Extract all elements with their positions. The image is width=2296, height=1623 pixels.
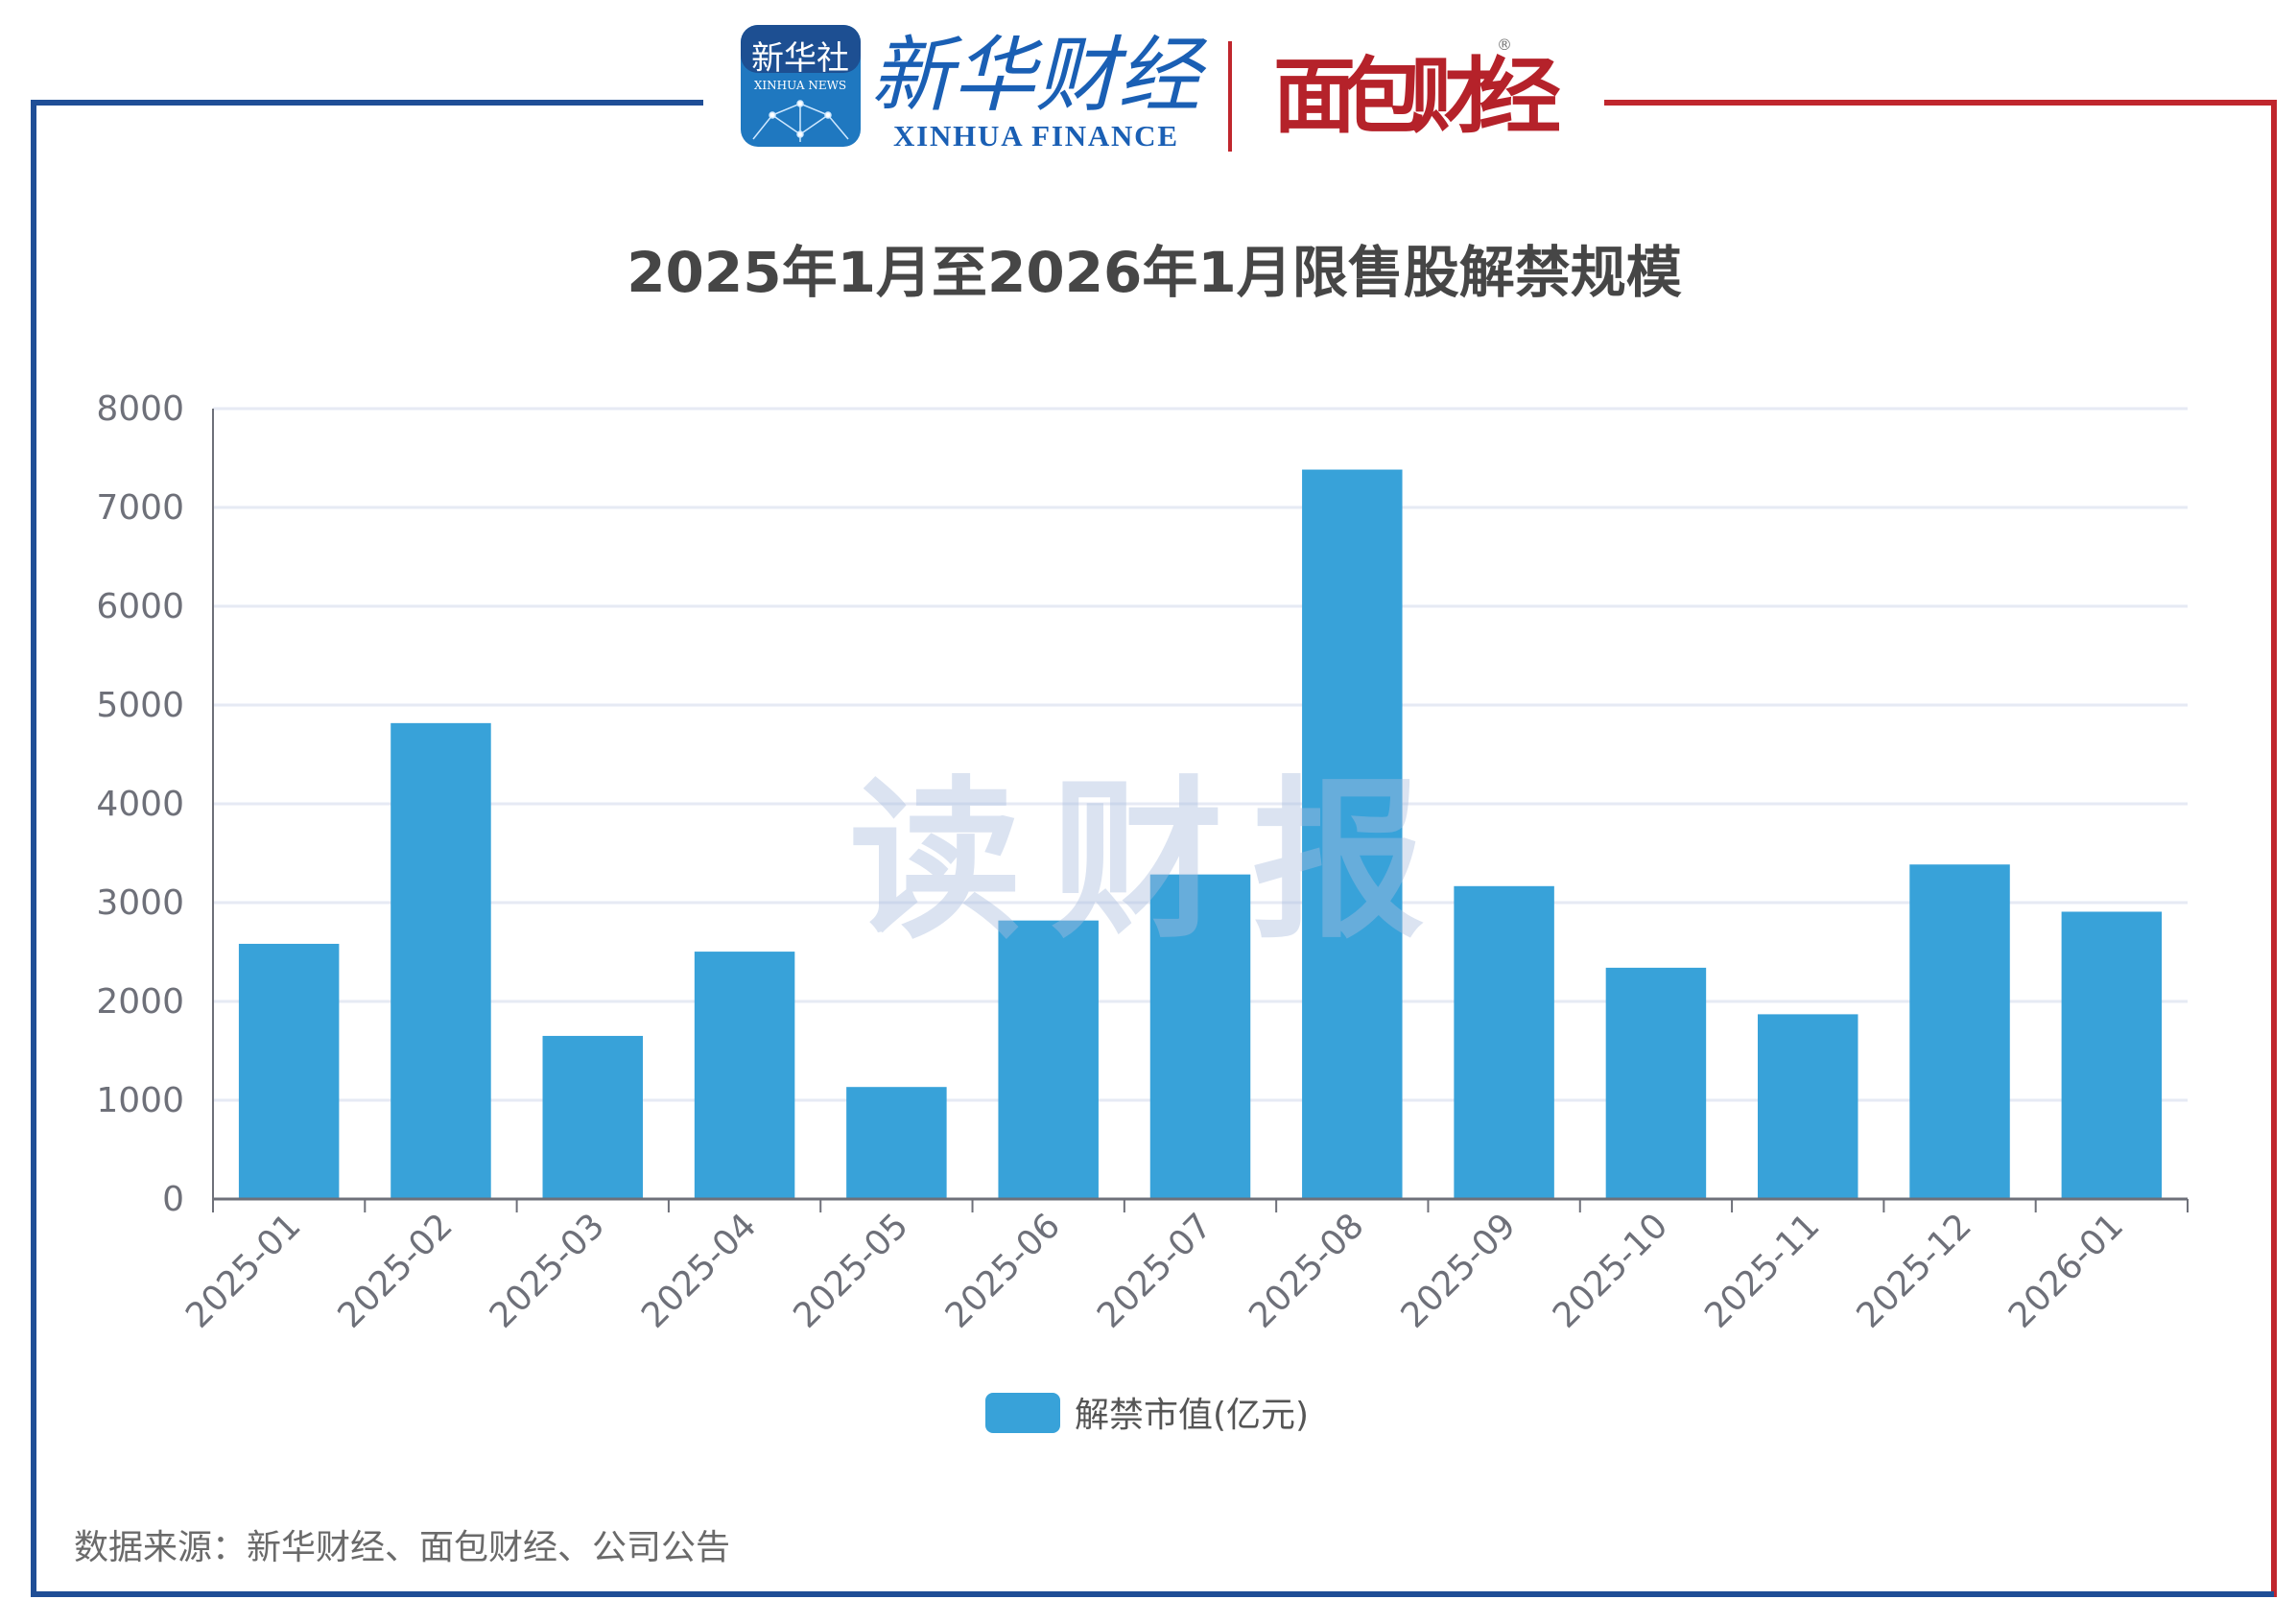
- x-tick-label: 2025-09: [1394, 1206, 1524, 1335]
- legend-label: 解禁市值(亿元): [1075, 1396, 1309, 1435]
- logo-text: 面包财经: [1273, 49, 1561, 145]
- x-tick-label: 2025-02: [330, 1206, 460, 1335]
- bar-2025-09: [1454, 885, 1554, 1199]
- bar-2026-01: [2061, 911, 2163, 1199]
- bar-2025-08: [1302, 469, 1403, 1199]
- mianbao-logo: 面包财经 ®: [1273, 35, 1561, 145]
- bar-2025-01: [238, 943, 340, 1199]
- axes: [212, 409, 2189, 1212]
- bar-2025-12: [1909, 864, 2010, 1199]
- y-tick-label: 3000: [96, 883, 184, 923]
- bar-2025-03: [542, 1035, 644, 1199]
- frame: [31, 100, 2277, 1597]
- bar-2025-06: [998, 920, 1099, 1199]
- logo-text: XINHUA FINANCE: [893, 119, 1177, 153]
- logo-text: XINHUA NEWS: [754, 79, 846, 92]
- y-tick-label: 6000: [96, 587, 184, 626]
- legend-swatch: [985, 1393, 1060, 1433]
- x-tick-label: 2025-11: [1697, 1206, 1827, 1335]
- x-tick-label: 2025-04: [634, 1206, 764, 1335]
- x-tick-label: 2025-06: [938, 1206, 1068, 1335]
- x-tick-label: 2025-07: [1090, 1206, 1219, 1335]
- y-tick-label: 5000: [96, 686, 184, 725]
- x-tick-label: 2025-03: [483, 1206, 612, 1335]
- x-tick-label: 2026-01: [2001, 1206, 2131, 1335]
- registered-mark: ®: [1497, 35, 1512, 54]
- bar-2025-10: [1605, 967, 1707, 1199]
- chart-title: 2025年1月至2026年1月限售股解禁规模: [627, 240, 1682, 305]
- y-axis-labels: 0 1000 2000 3000 4000 5000 6000 7000 8000: [96, 389, 184, 1219]
- x-tick-label: 2025-01: [178, 1206, 308, 1335]
- x-axis-labels: 2025-01 2025-02 2025-03 2025-04 2025-05 2025-…: [178, 1206, 2131, 1335]
- x-tick-label: 2025-10: [1546, 1206, 1675, 1335]
- x-tick-label: 2025-05: [786, 1206, 915, 1335]
- x-tick-label: 2025-12: [1850, 1206, 1979, 1335]
- bar-2025-11: [1757, 1014, 1858, 1199]
- x-tick-label: 2025-08: [1242, 1206, 1371, 1335]
- y-tick-label: 8000: [96, 389, 184, 429]
- bar-2025-02: [391, 722, 491, 1199]
- bars: [238, 469, 2163, 1199]
- y-tick-label: 1000: [96, 1081, 184, 1120]
- xinhua-finance-logo: 新华财经 XINHUA FINANCE: [870, 28, 1208, 153]
- xinhua-news-logo: 新华社 XINHUA NEWS: [741, 25, 861, 147]
- watermark: 读财报: [849, 762, 1454, 962]
- logo-text: 新华社: [751, 39, 849, 78]
- y-tick-label: 0: [162, 1180, 184, 1219]
- source-note: 数据来源：新华财经、面包财经、公司公告: [74, 1528, 730, 1567]
- y-tick-label: 2000: [96, 982, 184, 1022]
- y-tick-label: 4000: [96, 785, 184, 824]
- y-tick-label: 7000: [96, 488, 184, 528]
- bar-2025-07: [1149, 874, 1251, 1199]
- bar-2025-05: [846, 1087, 947, 1199]
- logo-text: 新华财经: [870, 28, 1208, 124]
- bar-2025-04: [694, 952, 795, 1199]
- legend[interactable]: 解禁市值(亿元): [985, 1393, 1309, 1435]
